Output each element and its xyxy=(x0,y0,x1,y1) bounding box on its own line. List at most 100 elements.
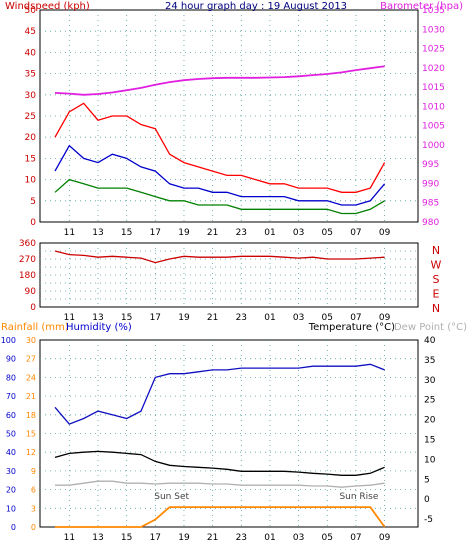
rain-y-tick-label: 30 xyxy=(26,336,36,345)
x-tick-label: 01 xyxy=(264,533,275,543)
x-tick-label: 21 xyxy=(207,313,218,323)
wind-y-tick-label: 0 xyxy=(30,218,36,228)
x-tick-label: 23 xyxy=(236,228,247,238)
barometer-y-tick-label: 1000 xyxy=(422,141,445,151)
barometer-y-tick-label: 1005 xyxy=(422,122,445,132)
compass-label: E xyxy=(433,288,440,301)
rain-y-tick-label: 24 xyxy=(26,373,36,382)
compass-label: N xyxy=(432,244,440,257)
wind-y-tick-label: 20 xyxy=(25,133,37,143)
humidity-y-tick-label: 40 xyxy=(6,448,16,457)
barometer-y-tick-label: 1010 xyxy=(422,102,445,112)
humidity-y-tick-label: 60 xyxy=(6,411,16,420)
wind-y-tick-label: 45 xyxy=(25,27,36,37)
x-tick-label: 05 xyxy=(322,313,333,323)
x-tick-label: 15 xyxy=(121,313,132,323)
x-tick-label: 21 xyxy=(207,228,218,238)
temperature-y-tick-label: 5 xyxy=(424,475,430,485)
barometer-y-tick-label: 995 xyxy=(422,160,439,170)
x-tick-label: 11 xyxy=(64,533,75,543)
x-tick-label: 03 xyxy=(293,533,304,543)
humidity-y-tick-label: 70 xyxy=(6,392,16,401)
wind-y-tick-label: 35 xyxy=(25,70,36,80)
x-tick-label: 23 xyxy=(236,533,247,543)
rain-y-tick-label: 15 xyxy=(26,430,36,439)
x-tick-label: 07 xyxy=(350,228,361,238)
direction-y-tick-label: 180 xyxy=(19,271,36,281)
x-tick-label: 07 xyxy=(350,313,361,323)
x-tick-label: 09 xyxy=(379,533,391,543)
direction-y-tick-label: 270 xyxy=(19,255,36,265)
temperature-y-tick-label: 40 xyxy=(424,336,436,346)
barometer-y-tick-label: 1025 xyxy=(422,45,445,55)
rain-y-tick-label: 6 xyxy=(31,486,36,495)
x-tick-label: 03 xyxy=(293,313,304,323)
rain-y-tick-label: 3 xyxy=(31,504,36,513)
temperature-y-tick-label: 20 xyxy=(424,416,436,426)
humidity-y-tick-label: 90 xyxy=(6,355,16,364)
wind-y-tick-label: 5 xyxy=(30,197,36,207)
humidity-y-tick-label: 50 xyxy=(6,430,16,439)
temperature-y-tick-label: 25 xyxy=(424,396,435,406)
wind-y-tick-label: 15 xyxy=(25,154,36,164)
temperature-axis-title: Temperature (°C) xyxy=(308,322,395,333)
compass-label: W xyxy=(431,259,442,272)
x-tick-label: 03 xyxy=(293,228,304,238)
climate-series-line-3 xyxy=(55,506,386,528)
series-line-3 xyxy=(54,65,385,96)
x-tick-label: 23 xyxy=(236,313,247,323)
temperature-y-tick-label: -5 xyxy=(424,515,433,525)
x-tick-label: 19 xyxy=(178,533,190,543)
humidity-y-tick-label: 30 xyxy=(6,467,16,476)
direction-plot-frame xyxy=(39,242,419,308)
series-line-0 xyxy=(54,102,386,193)
humidity-y-tick-label: 10 xyxy=(6,504,16,513)
x-tick-label: 13 xyxy=(92,228,103,238)
x-tick-label: 01 xyxy=(264,228,275,238)
x-tick-label: 09 xyxy=(379,313,391,323)
barometer-y-tick-label: 985 xyxy=(422,199,439,209)
x-tick-label: 15 xyxy=(121,228,132,238)
compass-label: N xyxy=(432,302,440,315)
rain-y-tick-label: 27 xyxy=(26,355,36,364)
wind-y-tick-label: 30 xyxy=(25,91,37,101)
x-tick-label: 13 xyxy=(92,313,103,323)
sunrise-annotation: Sun Rise xyxy=(339,492,378,502)
wind-y-tick-label: 40 xyxy=(25,48,37,58)
barometer-y-tick-label: 1015 xyxy=(422,83,445,93)
rain-y-tick-label: 12 xyxy=(26,448,36,457)
x-tick-label: 01 xyxy=(264,313,275,323)
x-tick-label: 15 xyxy=(121,533,132,543)
barometer-y-tick-label: 980 xyxy=(422,218,439,228)
wind-y-tick-label: 25 xyxy=(25,112,36,122)
x-tick-label: 13 xyxy=(92,533,103,543)
wind-y-tick-label: 50 xyxy=(25,6,37,16)
series-line-2 xyxy=(54,178,385,215)
rain-y-tick-label: 9 xyxy=(31,467,36,476)
temperature-y-tick-label: 0 xyxy=(424,495,430,505)
wind-y-tick-label: 10 xyxy=(25,176,37,186)
barometer-y-tick-label: 1035 xyxy=(422,6,445,16)
x-tick-label: 17 xyxy=(150,228,161,238)
direction-y-tick-label: 90 xyxy=(25,287,37,297)
rain-y-tick-label: 21 xyxy=(26,392,36,401)
x-tick-label: 11 xyxy=(64,228,75,238)
barometer-y-tick-label: 990 xyxy=(422,179,439,189)
x-tick-label: 17 xyxy=(150,313,161,323)
temperature-y-tick-label: 30 xyxy=(424,376,436,386)
x-tick-label: 07 xyxy=(350,533,361,543)
x-tick-label: 09 xyxy=(379,228,391,238)
direction-series-line xyxy=(54,250,385,264)
direction-y-tick-label: 360 xyxy=(19,239,36,249)
humidity-y-tick-label: 20 xyxy=(6,486,16,495)
x-tick-label: 11 xyxy=(64,313,75,323)
direction-y-tick-label: 0 xyxy=(30,303,36,313)
x-tick-label: 21 xyxy=(207,533,218,543)
sunset-annotation: Sun Set xyxy=(154,492,189,502)
rain-y-tick-label: 0 xyxy=(31,523,36,532)
compass-label: S xyxy=(433,273,440,286)
temperature-y-tick-label: 10 xyxy=(424,455,436,465)
series-line-1 xyxy=(54,144,386,206)
climate-series-line-1 xyxy=(54,450,385,476)
dewpoint-axis-title: Dew Point (°C) xyxy=(394,322,467,333)
